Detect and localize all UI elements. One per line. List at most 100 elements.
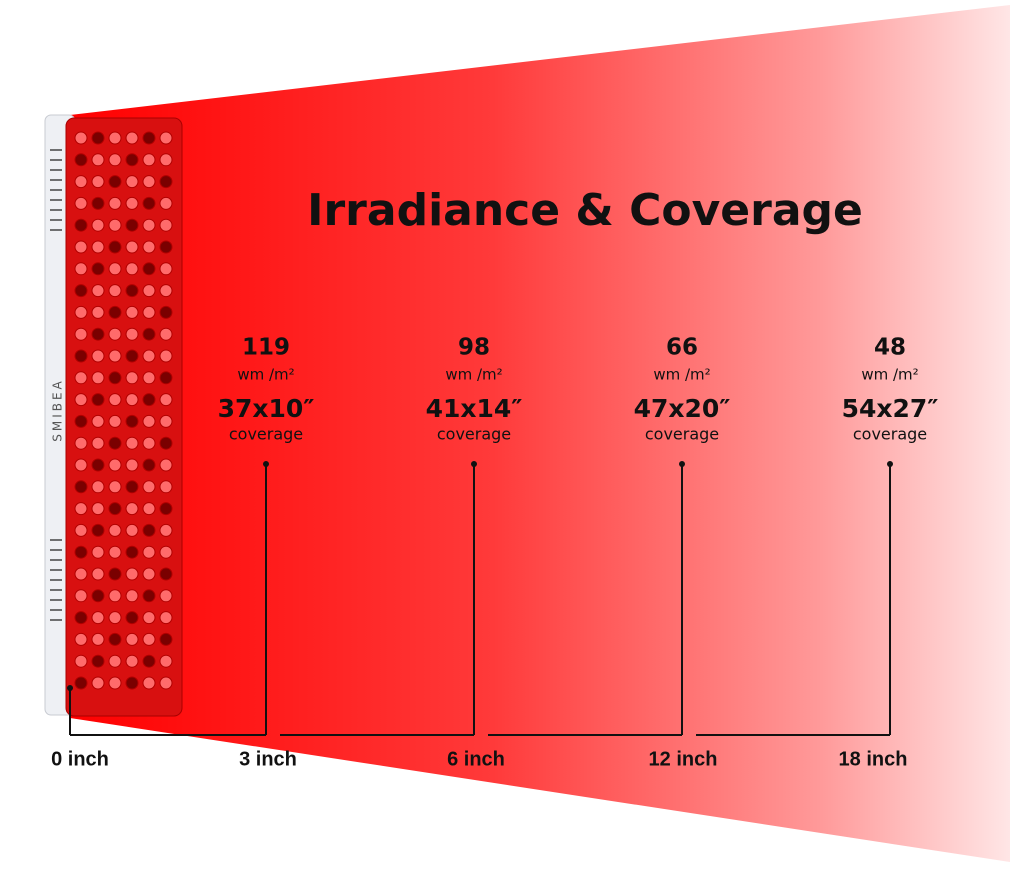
led [74, 632, 88, 646]
led [125, 371, 139, 385]
led [74, 153, 88, 167]
led [159, 611, 173, 625]
led [159, 218, 173, 232]
led [108, 240, 122, 254]
led [125, 175, 139, 189]
brand: SMIBEA [51, 378, 65, 442]
led [125, 480, 139, 494]
coverage-label: coverage [645, 425, 719, 444]
unit: wm /m² [861, 366, 918, 384]
led [125, 502, 139, 516]
distance-label: 0 inch [51, 748, 109, 770]
coverage: 37x10″ [218, 394, 315, 423]
led [142, 632, 156, 646]
led [159, 589, 173, 603]
light-beam [70, 5, 1010, 862]
led [108, 632, 122, 646]
led [91, 218, 105, 232]
led [108, 393, 122, 407]
led [142, 589, 156, 603]
led [91, 175, 105, 189]
led [108, 545, 122, 559]
led [125, 327, 139, 341]
led [125, 611, 139, 625]
led [91, 545, 105, 559]
led [108, 414, 122, 428]
led [125, 240, 139, 254]
led [125, 218, 139, 232]
led [159, 371, 173, 385]
led [74, 305, 88, 319]
coverage-label: coverage [853, 425, 927, 444]
led [142, 567, 156, 581]
led [91, 305, 105, 319]
led [142, 240, 156, 254]
led [142, 305, 156, 319]
led [91, 676, 105, 690]
led [108, 654, 122, 668]
led [91, 589, 105, 603]
led [159, 436, 173, 450]
irradiance: 119 [242, 335, 290, 361]
distance-label: 12 inch [649, 748, 718, 770]
led [142, 393, 156, 407]
led [74, 175, 88, 189]
led [108, 218, 122, 232]
led [74, 589, 88, 603]
led [91, 196, 105, 210]
led [108, 523, 122, 537]
led [142, 458, 156, 472]
led [142, 131, 156, 145]
irradiance: 48 [874, 335, 906, 361]
led [74, 436, 88, 450]
led [142, 218, 156, 232]
led [74, 414, 88, 428]
led [159, 284, 173, 298]
led [108, 131, 122, 145]
led [125, 676, 139, 690]
led [108, 371, 122, 385]
led [142, 196, 156, 210]
led [159, 175, 173, 189]
led [159, 632, 173, 646]
led [74, 218, 88, 232]
led [74, 545, 88, 559]
led [125, 153, 139, 167]
led [91, 458, 105, 472]
columns: 119 wm /m² 37x10″ coverage 98 wm /m² 41x14″ cov… [51, 335, 938, 771]
led [125, 545, 139, 559]
led [159, 654, 173, 668]
led [142, 414, 156, 428]
led [159, 567, 173, 581]
led [108, 262, 122, 276]
led [125, 349, 139, 363]
led [159, 131, 173, 145]
led [159, 480, 173, 494]
led [125, 567, 139, 581]
led [125, 196, 139, 210]
led [159, 240, 173, 254]
led [108, 676, 122, 690]
led [142, 611, 156, 625]
led [108, 153, 122, 167]
led [142, 654, 156, 668]
led [159, 676, 173, 690]
led [125, 284, 139, 298]
led [125, 131, 139, 145]
led [91, 436, 105, 450]
led [142, 545, 156, 559]
led [91, 654, 105, 668]
led [142, 480, 156, 494]
irradiance: 98 [458, 335, 490, 361]
led [108, 611, 122, 625]
led [108, 284, 122, 298]
led [108, 436, 122, 450]
led [91, 611, 105, 625]
led [74, 502, 88, 516]
led [142, 502, 156, 516]
led [91, 414, 105, 428]
led [91, 349, 105, 363]
led [91, 480, 105, 494]
connectors [67, 461, 893, 736]
